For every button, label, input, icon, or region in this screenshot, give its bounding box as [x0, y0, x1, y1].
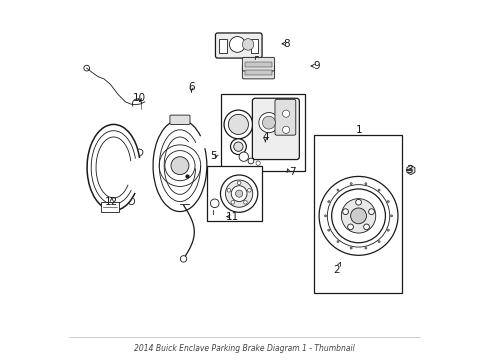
Circle shape — [228, 114, 248, 134]
Circle shape — [164, 150, 195, 181]
Circle shape — [327, 201, 329, 203]
Circle shape — [319, 176, 397, 255]
Circle shape — [347, 224, 353, 230]
Circle shape — [363, 224, 368, 230]
Circle shape — [377, 189, 379, 191]
Circle shape — [239, 152, 248, 161]
Circle shape — [282, 110, 289, 117]
Text: 7: 7 — [289, 167, 296, 177]
FancyBboxPatch shape — [274, 99, 295, 135]
Bar — [250, 39, 258, 53]
Circle shape — [255, 161, 260, 165]
Circle shape — [233, 142, 243, 151]
Circle shape — [220, 175, 257, 212]
Circle shape — [171, 157, 188, 175]
Text: 6: 6 — [188, 82, 194, 92]
Text: 10: 10 — [133, 93, 146, 103]
Text: 5: 5 — [209, 150, 216, 161]
Circle shape — [368, 209, 374, 215]
Circle shape — [210, 199, 219, 208]
Circle shape — [364, 183, 366, 185]
Circle shape — [350, 208, 366, 224]
Circle shape — [242, 39, 253, 50]
Circle shape — [342, 209, 348, 215]
FancyBboxPatch shape — [242, 65, 274, 79]
Circle shape — [159, 145, 201, 186]
Circle shape — [237, 181, 241, 185]
Circle shape — [235, 190, 242, 197]
Circle shape — [230, 139, 246, 154]
Text: 4: 4 — [262, 132, 268, 142]
Text: 11: 11 — [225, 212, 238, 221]
Circle shape — [243, 201, 247, 204]
Circle shape — [225, 180, 252, 207]
Circle shape — [386, 229, 388, 231]
Circle shape — [247, 189, 251, 192]
Circle shape — [262, 116, 275, 129]
Text: 1: 1 — [355, 125, 362, 135]
Bar — [244, 69, 271, 75]
Bar — [101, 202, 119, 212]
FancyBboxPatch shape — [169, 115, 190, 125]
Text: 8: 8 — [283, 39, 289, 49]
Bar — [219, 39, 226, 53]
Circle shape — [230, 201, 234, 204]
Circle shape — [389, 215, 392, 217]
Circle shape — [349, 247, 351, 249]
Circle shape — [324, 215, 326, 217]
Circle shape — [282, 126, 289, 134]
Circle shape — [83, 65, 89, 71]
Circle shape — [231, 186, 246, 202]
Circle shape — [224, 110, 252, 139]
Circle shape — [327, 229, 329, 231]
Circle shape — [341, 199, 375, 233]
Circle shape — [247, 158, 253, 164]
Circle shape — [229, 37, 244, 52]
Circle shape — [364, 247, 366, 249]
Bar — [206, 166, 262, 221]
Circle shape — [258, 113, 278, 133]
Circle shape — [386, 201, 388, 203]
Text: 3: 3 — [406, 165, 412, 175]
Text: 9: 9 — [312, 61, 319, 71]
Circle shape — [349, 183, 351, 185]
FancyBboxPatch shape — [242, 57, 274, 71]
Text: 2: 2 — [333, 262, 340, 275]
Circle shape — [326, 185, 389, 247]
FancyBboxPatch shape — [252, 98, 299, 159]
Circle shape — [377, 240, 379, 243]
Circle shape — [331, 189, 385, 243]
FancyBboxPatch shape — [215, 33, 262, 58]
Bar — [314, 135, 402, 293]
Bar — [221, 94, 305, 171]
Circle shape — [226, 189, 230, 192]
Bar — [244, 62, 271, 67]
Circle shape — [355, 199, 361, 205]
Text: 2014 Buick Enclave Parking Brake Diagram 1 - Thumbnail: 2014 Buick Enclave Parking Brake Diagram… — [134, 344, 354, 353]
Circle shape — [336, 189, 338, 191]
Circle shape — [180, 256, 186, 262]
Text: 12: 12 — [105, 197, 118, 207]
Circle shape — [336, 240, 338, 243]
